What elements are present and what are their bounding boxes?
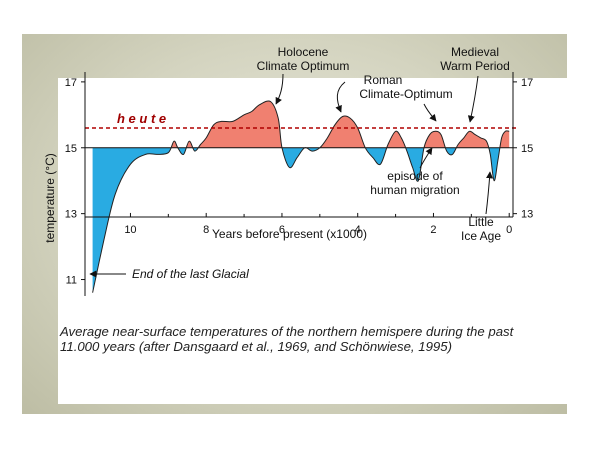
tick-labels: 10 8 6 4 2 0 17 15 13 11 17 15 13	[65, 77, 534, 287]
temperature-curve	[92, 100, 510, 293]
y-left-tick-label: 13	[65, 209, 77, 221]
axes	[81, 72, 517, 296]
annotation-migration-2: human migration	[370, 183, 459, 197]
x-tick-label: 0	[506, 224, 512, 236]
y-axis-label: temperature (°C)	[43, 153, 57, 243]
arrow-medieval	[467, 75, 479, 123]
arrow-migration	[419, 147, 433, 169]
warm-anomaly-area	[171, 101, 510, 148]
annotation-roman-2: Climate-Optimum	[359, 87, 452, 101]
annotation-medieval-2: Warm Period	[440, 59, 510, 73]
annotation-holocene-2: Climate Optimum	[257, 59, 350, 73]
y-right-tick-label: 15	[521, 143, 533, 155]
annotation-little-ice-age-2: Ice Age	[461, 229, 501, 243]
arrow-little-ice-age	[485, 171, 494, 215]
annotation-holocene-1: Holocene	[278, 45, 329, 59]
y-right-tick-label: 13	[521, 209, 533, 221]
slide-background	[22, 34, 586, 414]
arrow-roman-2	[423, 103, 437, 122]
x-axis-label: Years before present (x1000)	[212, 227, 367, 241]
y-left-tick-label: 11	[66, 275, 77, 287]
heute-label: h e u t e	[117, 111, 166, 126]
x-tick-label: 2	[430, 224, 436, 236]
annotation-glacial: End of the last Glacial	[132, 267, 249, 281]
y-left-tick-label: 17	[65, 77, 77, 89]
y-right-tick-label: 17	[521, 77, 533, 89]
annotation-migration-1: episode of	[387, 169, 443, 183]
arrow-holocene	[275, 73, 284, 105]
area-fills	[92, 101, 510, 293]
annotation-roman-1: Roman	[364, 73, 403, 87]
annotation-little-ice-age-1: Little	[468, 215, 494, 229]
x-tick-label: 6	[279, 224, 285, 236]
figure-caption: Average near-surface temperatures of the…	[60, 324, 514, 354]
annotation-medieval-1: Medieval	[451, 45, 499, 59]
arrow-roman	[335, 81, 346, 113]
figure-panel	[58, 78, 586, 404]
y-left-tick-label: 15	[65, 143, 77, 155]
x-tick-label: 8	[203, 224, 209, 236]
x-tick-label: 4	[355, 224, 361, 236]
x-tick-label: 10	[124, 224, 136, 236]
